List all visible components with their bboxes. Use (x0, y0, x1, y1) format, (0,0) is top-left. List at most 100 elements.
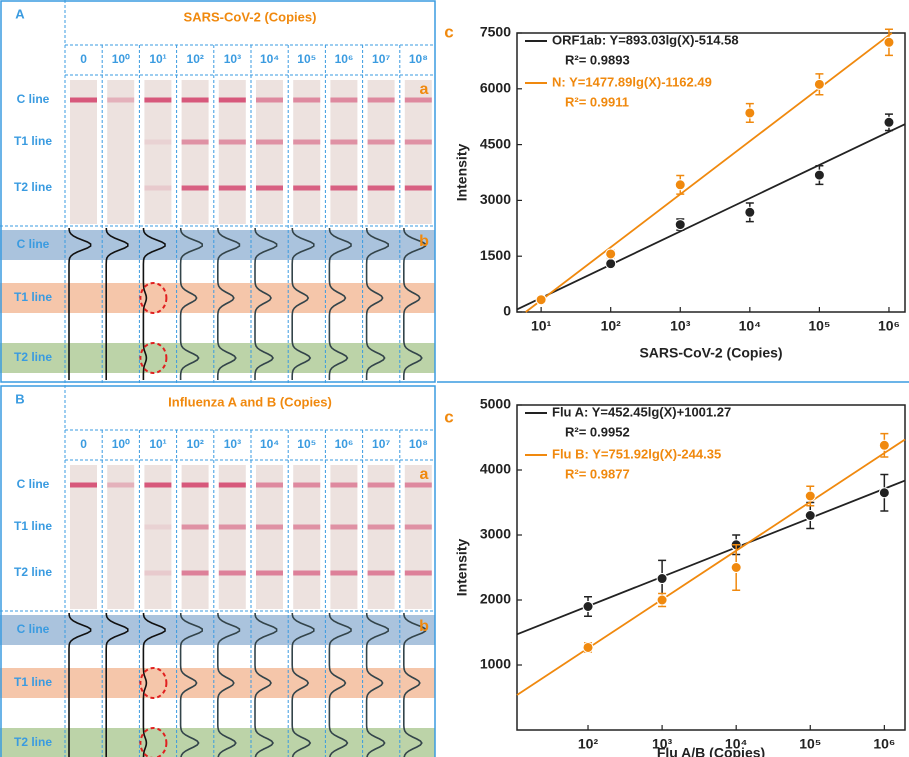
test-strip (404, 465, 432, 609)
peak-profile (254, 612, 278, 757)
highlight-circle (139, 667, 168, 699)
test-strip (330, 465, 358, 609)
peak-profile (142, 612, 166, 757)
plot-frame (516, 404, 906, 731)
y-tick-label: 3000 (480, 191, 511, 207)
strip-band (107, 97, 135, 103)
strip-band (330, 524, 358, 530)
column-label: 10⁶ (335, 52, 354, 66)
test-strip (70, 465, 97, 609)
peak-profile (365, 612, 389, 757)
peak-profile (328, 227, 352, 380)
panel-border (0, 0, 436, 383)
r-squared: R²= 0.9911 (565, 94, 629, 109)
strip-band (293, 482, 321, 488)
peak-profile (217, 227, 241, 380)
x-tick-label: 10⁴ (739, 318, 762, 334)
y-tick-label: 5000 (480, 396, 511, 412)
peak-profile (217, 612, 241, 757)
x-tick-label: 10² (578, 736, 599, 752)
data-point (605, 248, 617, 260)
strip-band (218, 185, 246, 191)
test-strip (107, 465, 135, 609)
sublabel: a (420, 81, 429, 98)
row-label: T2 line (14, 565, 52, 579)
x-tick-label: 10³ (652, 736, 673, 752)
strip-band (144, 482, 172, 488)
sublabel: b (419, 618, 429, 635)
y-tick-label: 1500 (480, 247, 511, 263)
data-point (878, 439, 890, 451)
data-point (605, 258, 617, 270)
peak-profile (105, 227, 129, 380)
legend-entry: N: Y=1477.89lg(X)-1162.49 (552, 74, 712, 89)
strip-band (218, 482, 246, 488)
row-label: C line (17, 92, 50, 106)
column-label: 10⁸ (409, 437, 428, 451)
strip-band (404, 482, 432, 488)
strip-band (144, 570, 172, 576)
legend-entry: ORF1ab: Y=893.03lg(X)-514.58 (552, 32, 739, 47)
strip-band (330, 97, 358, 103)
data-point (656, 594, 668, 606)
strip-band (181, 524, 209, 530)
x-tick-label: 10¹ (531, 318, 552, 334)
strip-band (256, 482, 283, 488)
row-label: C line (17, 622, 50, 636)
strip-band (293, 139, 321, 145)
test-strip (330, 80, 358, 224)
strip-band (367, 482, 395, 488)
x-tick-label: 10⁵ (799, 736, 821, 752)
x-tick-label: 10⁵ (808, 318, 830, 334)
column-label: 10³ (224, 437, 241, 451)
strip-band (330, 185, 358, 191)
r-squared: R²= 0.9893 (565, 52, 630, 67)
sublabel: a (420, 466, 429, 483)
data-point (744, 107, 756, 119)
panel-title: Influenza A and B (Copies) (168, 394, 332, 409)
peak-profile (291, 612, 315, 757)
strip-band (144, 97, 172, 103)
data-point (674, 179, 686, 191)
y-tick-label: 1000 (480, 656, 511, 672)
x-tick-label: 10⁴ (725, 736, 748, 752)
fit-line (525, 32, 893, 313)
data-point (804, 510, 816, 521)
strip-band (293, 570, 321, 576)
strip-band (218, 139, 246, 145)
plot-frame (516, 32, 906, 313)
strip-band (107, 482, 135, 488)
data-point (804, 490, 816, 502)
peak-profile (68, 612, 92, 757)
strip-band (144, 524, 172, 530)
strip-band (404, 524, 432, 530)
x-tick-label: 10⁶ (878, 318, 900, 334)
strip-band (404, 139, 432, 145)
strip-band (181, 139, 209, 145)
strip-band (367, 139, 395, 145)
strip-band (70, 97, 97, 103)
column-label: 10⁰ (112, 437, 130, 451)
strip-band (256, 570, 283, 576)
strip-band (367, 185, 395, 191)
y-tick-label: 4000 (480, 461, 511, 477)
test-strip (218, 465, 246, 609)
strip-band (404, 570, 432, 576)
data-point (878, 487, 890, 499)
test-strip (107, 80, 135, 224)
peak-profile (365, 227, 389, 380)
column-label: 10¹ (149, 437, 166, 451)
x-tick-label: 10³ (670, 318, 691, 334)
strip-band (330, 570, 358, 576)
data-point (744, 206, 756, 218)
test-strip (293, 465, 321, 609)
column-label: 10² (187, 437, 204, 451)
peak-profile (403, 612, 427, 757)
strip-band (181, 570, 209, 576)
peak-profile (403, 227, 427, 380)
data-point (582, 601, 594, 612)
test-strip (181, 465, 209, 609)
row-label: C line (17, 237, 50, 251)
panel-letter: B (15, 391, 24, 406)
strip-band (70, 482, 97, 488)
